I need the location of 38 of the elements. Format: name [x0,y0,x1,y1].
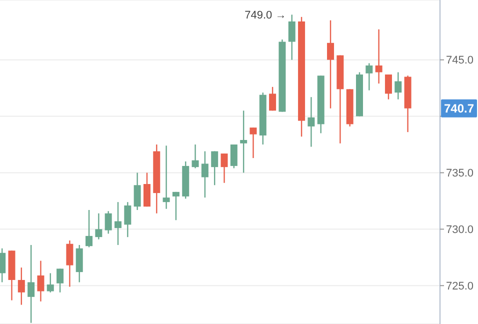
candlestick [230,144,238,169]
y-tick-label: 730.0 [446,224,474,236]
candlestick [384,74,392,100]
annotation: 749.0 → [244,10,286,22]
candlestick [56,268,64,293]
candlestick [28,244,35,324]
candlestick [211,150,218,186]
candlestick [18,266,25,306]
candlestick [394,72,402,100]
candlestick [66,240,74,288]
candlestick [172,191,180,221]
candlestick [220,152,228,184]
y-tick-label: 735.0 [446,168,474,180]
candlestick [366,62,373,91]
y-tick-label: 745.0 [446,54,474,67]
candlestick [250,126,257,159]
candlestick [192,144,199,169]
candlestick [269,86,276,112]
candlestick [86,209,93,248]
candlestick [308,96,315,148]
text: 740.7 [444,101,474,116]
candlestick [288,14,296,60]
candlestick [104,210,112,234]
candlestick [124,201,132,238]
candlestick [162,145,170,210]
candlestick [375,28,382,84]
candlestick [327,20,334,109]
candlestick [37,260,44,302]
candlestick [114,201,122,246]
candlestick [46,272,54,293]
candlestick [95,212,102,240]
candlestick [240,110,248,174]
candlestick [134,172,141,211]
candlestick [201,150,208,198]
candlestick [76,244,83,283]
candlestick [0,248,6,283]
candlestick [143,172,150,208]
y-tick-label: 725.0 [446,280,474,293]
